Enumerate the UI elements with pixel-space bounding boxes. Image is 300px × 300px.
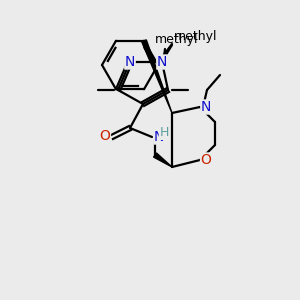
- Text: O: O: [201, 153, 212, 167]
- Text: N: N: [125, 55, 135, 69]
- Text: N: N: [157, 55, 167, 69]
- Text: N: N: [201, 100, 211, 114]
- Text: methyl: methyl: [174, 30, 218, 43]
- Text: methyl: methyl: [155, 34, 199, 46]
- Polygon shape: [142, 40, 172, 113]
- Text: O: O: [100, 129, 110, 143]
- Text: N: N: [154, 130, 164, 144]
- Text: H: H: [159, 127, 169, 140]
- Polygon shape: [154, 153, 172, 167]
